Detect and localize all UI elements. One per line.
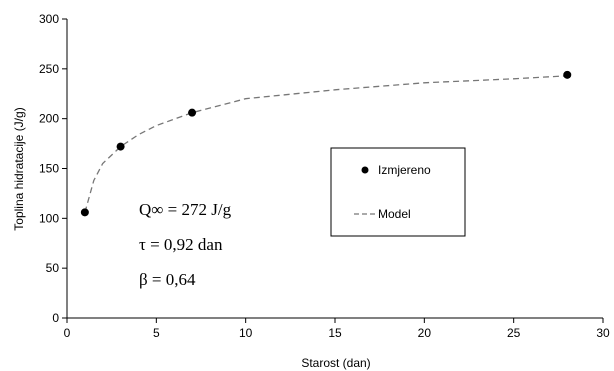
y-axis-title: Toplina hidratacije (J/g) bbox=[12, 107, 26, 230]
y-tick-label: 150 bbox=[39, 162, 59, 176]
y-tick-label: 50 bbox=[46, 261, 60, 275]
x-tick-label: 25 bbox=[507, 326, 521, 340]
legend-box bbox=[330, 147, 466, 237]
annotation-beta: β = 0,64 bbox=[139, 270, 196, 289]
plot-area bbox=[80, 70, 572, 217]
x-tick-label: 0 bbox=[64, 326, 71, 340]
x-tick-label: 5 bbox=[153, 326, 160, 340]
legend-label-model: Model bbox=[378, 207, 411, 221]
y-tick-label: 100 bbox=[39, 211, 59, 225]
axes: 0 50 100 150 200 250 300 0 5 10 15 20 25 30 bbox=[39, 12, 610, 340]
y-tick-label: 200 bbox=[39, 112, 59, 126]
legend: Izmjereno Model bbox=[330, 147, 466, 237]
x-tick-label: 30 bbox=[596, 326, 610, 340]
y-tick-label: 0 bbox=[52, 311, 59, 325]
x-axis-title: Starost (dan) bbox=[301, 356, 370, 370]
data-point-izmjereno bbox=[116, 142, 125, 151]
data-point-izmjereno bbox=[563, 70, 572, 79]
legend-marker-izmjereno bbox=[361, 166, 369, 174]
data-point-izmjereno bbox=[188, 108, 197, 117]
annotation-tau: τ = 0,92 dan bbox=[139, 235, 223, 254]
y-tick-label: 300 bbox=[39, 12, 59, 26]
x-tick-label: 15 bbox=[328, 326, 342, 340]
y-tick-label: 250 bbox=[39, 62, 59, 76]
annotation-q-infinity: Q∞ = 272 J/g bbox=[139, 200, 232, 219]
x-tick-label: 10 bbox=[239, 326, 253, 340]
x-tick-label: 20 bbox=[418, 326, 432, 340]
legend-label-izmjereno: Izmjereno bbox=[378, 163, 431, 177]
series-line-model bbox=[84, 75, 568, 213]
data-point-izmjereno bbox=[80, 208, 89, 217]
